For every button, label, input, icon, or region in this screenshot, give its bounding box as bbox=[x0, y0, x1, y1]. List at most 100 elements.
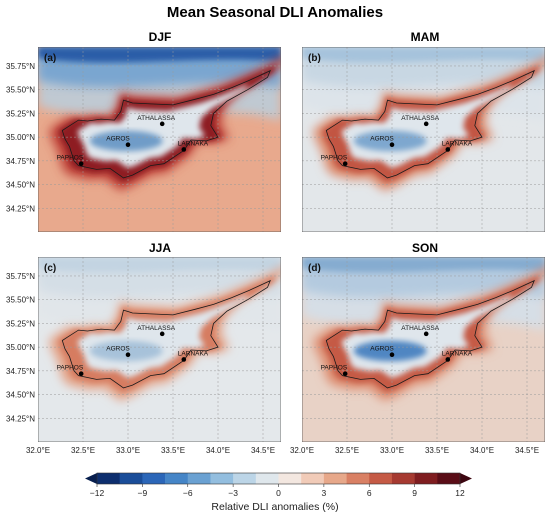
lon-tick-label: 32.0°E bbox=[290, 446, 314, 455]
colorbar-tick-label: −6 bbox=[183, 488, 193, 498]
station-label: PAPHOS bbox=[57, 155, 84, 162]
colorbar-segment bbox=[233, 473, 257, 484]
station-label: LARNAKA bbox=[178, 140, 209, 147]
station-label: PAPHOS bbox=[321, 155, 348, 162]
colorbar-segment bbox=[437, 473, 461, 484]
station-marker bbox=[159, 121, 165, 127]
colorbar-segment bbox=[119, 473, 143, 484]
anomaly-band-north-3 bbox=[302, 47, 545, 63]
station-label: ATHALASSA bbox=[401, 325, 439, 332]
lat-tick-label: 35.25°N bbox=[6, 109, 35, 118]
lon-tick-label: 34.5°E bbox=[251, 446, 275, 455]
station-label: AGROS bbox=[106, 136, 130, 143]
lat-ticks-bottom: 35.75°N 35.50°N 35.25°N 35.00°N 34.75°N 34.50… bbox=[6, 272, 35, 423]
map-panel-mam: MAM ATHALASSA AGROS LARNAKA PAPHOS (b) bbox=[302, 30, 545, 232]
panel-title-mam: MAM bbox=[411, 30, 440, 44]
colorbar-label: Relative DLI anomalies (%) bbox=[211, 501, 338, 513]
colorbar-segment bbox=[142, 473, 166, 484]
station-marker bbox=[125, 142, 131, 148]
station-label: ATHALASSA bbox=[137, 115, 175, 122]
panel-label: (a) bbox=[44, 53, 56, 64]
panel-label: (b) bbox=[308, 53, 321, 64]
station-marker bbox=[125, 352, 131, 358]
station-label: PAPHOS bbox=[57, 365, 84, 372]
lat-tick-label: 35.50°N bbox=[6, 296, 35, 305]
map-panel-jja: JJA ATHALASSA AGROS LARNAKA PAPHOS (c) bbox=[38, 241, 281, 442]
colorbar-segment bbox=[301, 473, 325, 484]
lon-tick-label: 32.5°E bbox=[335, 446, 359, 455]
colorbar-segment bbox=[165, 473, 189, 484]
coastline bbox=[61, 69, 271, 179]
coastline bbox=[325, 69, 535, 179]
colorbar-segment bbox=[391, 473, 415, 484]
station-marker bbox=[389, 142, 395, 148]
colorbar-segment bbox=[187, 473, 211, 484]
colorbar-segment bbox=[255, 473, 279, 484]
station-label: ATHALASSA bbox=[401, 115, 439, 122]
station-label: AGROS bbox=[370, 136, 394, 143]
colorbar-segment bbox=[97, 473, 120, 484]
station-marker bbox=[389, 352, 395, 358]
colorbar-extend-high bbox=[460, 473, 472, 484]
troodos-anomaly bbox=[353, 130, 427, 152]
colorbar-segment bbox=[414, 473, 438, 484]
figure-title: Mean Seasonal DLI Anomalies bbox=[167, 4, 383, 21]
lat-tick-label: 34.25°N bbox=[6, 414, 35, 423]
panel-title-jja: JJA bbox=[149, 241, 171, 255]
troodos-anomaly bbox=[89, 130, 163, 152]
station-marker bbox=[445, 357, 451, 362]
lat-tick-label: 35.50°N bbox=[6, 86, 35, 95]
colorbar: −12 −9 −6 −3 0 3 6 9 12 bbox=[85, 472, 472, 498]
colorbar-segment bbox=[210, 473, 234, 484]
lon-tick-label: 34.0°E bbox=[470, 446, 494, 455]
station-marker bbox=[342, 371, 348, 376]
coastline bbox=[325, 279, 535, 389]
colorbar-extend-low bbox=[85, 473, 97, 484]
lat-tick-label: 34.75°N bbox=[6, 157, 35, 166]
lon-tick-label: 34.5°E bbox=[515, 446, 539, 455]
coastline bbox=[61, 279, 271, 389]
station-marker bbox=[423, 121, 429, 127]
colorbar-segment bbox=[278, 473, 302, 484]
station-marker bbox=[78, 161, 84, 166]
lon-tick-label: 33.5°E bbox=[425, 446, 449, 455]
colorbar-segment bbox=[369, 473, 393, 484]
lat-tick-label: 35.00°N bbox=[6, 343, 35, 352]
station-label: PAPHOS bbox=[321, 365, 348, 372]
panel-label: (c) bbox=[44, 263, 56, 274]
lon-tick-label: 33.0°E bbox=[380, 446, 404, 455]
lon-tick-label: 32.5°E bbox=[71, 446, 95, 455]
lon-tick-label: 33.0°E bbox=[116, 446, 140, 455]
lon-tick-label: 34.0°E bbox=[206, 446, 230, 455]
lon-tick-label: 33.5°E bbox=[161, 446, 185, 455]
lat-tick-label: 35.75°N bbox=[6, 272, 35, 281]
station-label: AGROS bbox=[370, 346, 394, 353]
station-label: LARNAKA bbox=[442, 140, 473, 147]
colorbar-tick-label: 9 bbox=[412, 488, 417, 498]
lat-tick-label: 34.50°N bbox=[6, 181, 35, 190]
colorbar-tick-label: −9 bbox=[138, 488, 148, 498]
lat-tick-label: 35.25°N bbox=[6, 319, 35, 328]
station-label: AGROS bbox=[106, 346, 130, 353]
lat-tick-label: 35.00°N bbox=[6, 133, 35, 142]
lon-ticks-right: 32.0°E 32.5°E 33.0°E 33.5°E 34.0°E 34.5°E bbox=[290, 446, 539, 455]
station-marker bbox=[423, 331, 429, 337]
panel-title-djf: DJF bbox=[149, 30, 172, 44]
lat-tick-label: 34.75°N bbox=[6, 367, 35, 376]
panel-title-son: SON bbox=[412, 241, 438, 255]
lat-tick-label: 35.75°N bbox=[6, 62, 35, 71]
troodos-anomaly bbox=[89, 340, 163, 362]
map-panel-djf: DJF ATHALASSA AGROS LARNAKA PAPHOS (a) bbox=[38, 30, 281, 232]
lat-tick-label: 34.50°N bbox=[6, 391, 35, 400]
colorbar-tick-label: 6 bbox=[367, 488, 372, 498]
colorbar-tick-label: −3 bbox=[228, 488, 238, 498]
station-marker bbox=[181, 147, 187, 152]
station-label: LARNAKA bbox=[178, 350, 209, 357]
colorbar-tick-label: 3 bbox=[322, 488, 327, 498]
anomaly-band-north-3 bbox=[38, 47, 281, 63]
station-marker bbox=[342, 161, 348, 166]
station-label: ATHALASSA bbox=[137, 325, 175, 332]
station-marker bbox=[445, 147, 451, 152]
colorbar-segment bbox=[323, 473, 347, 484]
lat-tick-label: 34.25°N bbox=[6, 204, 35, 213]
